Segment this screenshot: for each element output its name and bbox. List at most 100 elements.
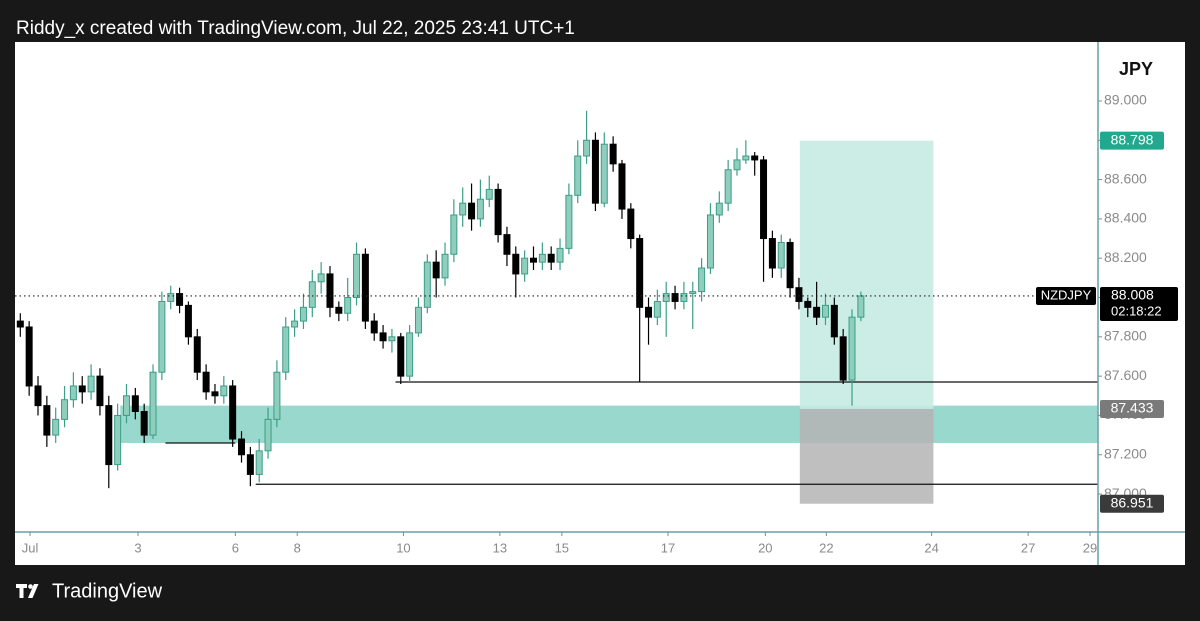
candle-body bbox=[167, 293, 175, 302]
candle-body bbox=[246, 454, 254, 475]
candle-body bbox=[131, 395, 139, 413]
candle-body bbox=[273, 371, 281, 420]
candle-body bbox=[459, 202, 467, 216]
candle-body bbox=[441, 253, 449, 279]
y-tick-label: 88.600 bbox=[1104, 170, 1147, 186]
last-price-box bbox=[1100, 286, 1178, 321]
candle-body bbox=[202, 371, 210, 393]
candle-body bbox=[795, 287, 803, 302]
candle-body bbox=[96, 375, 104, 407]
stop-label: 86.951 bbox=[1111, 494, 1154, 510]
x-tick-label: 29 bbox=[1083, 540, 1097, 555]
candle-body bbox=[43, 405, 51, 436]
entry-box bbox=[1100, 399, 1164, 418]
candle-body bbox=[229, 385, 237, 440]
candle-body bbox=[804, 300, 812, 308]
candle-body bbox=[353, 253, 361, 299]
candle-body bbox=[335, 306, 343, 314]
candle-body bbox=[211, 391, 219, 397]
candle-body bbox=[326, 273, 334, 308]
candle-body bbox=[255, 450, 263, 475]
x-tick-label: 20 bbox=[758, 540, 772, 555]
candle-body bbox=[176, 293, 184, 306]
candle-body bbox=[715, 202, 723, 216]
candle-body bbox=[122, 395, 130, 416]
candle-body bbox=[813, 306, 821, 318]
candle-body bbox=[821, 304, 829, 318]
candle-body bbox=[848, 316, 856, 381]
plot bbox=[16, 110, 1098, 504]
candle-body bbox=[618, 163, 626, 210]
candle-body bbox=[344, 297, 352, 314]
candle-body bbox=[308, 281, 316, 308]
y-tick-label: 87.800 bbox=[1104, 328, 1147, 344]
profit-area bbox=[799, 140, 934, 409]
candle-body bbox=[786, 241, 794, 289]
candle-body bbox=[291, 320, 299, 328]
x-tick-label: 24 bbox=[924, 540, 938, 555]
candle-body bbox=[87, 375, 95, 393]
candle-body bbox=[317, 273, 325, 283]
candle-body bbox=[777, 241, 785, 269]
countdown: 02:18:22 bbox=[1111, 303, 1162, 318]
candle-body bbox=[689, 291, 697, 295]
candle-body bbox=[636, 238, 644, 308]
candle-body bbox=[760, 159, 768, 240]
candle-body bbox=[583, 139, 591, 157]
candle-body bbox=[220, 385, 228, 397]
candle-body bbox=[25, 326, 33, 387]
candle-body bbox=[193, 336, 201, 373]
zone bbox=[120, 405, 1098, 443]
candle-body bbox=[839, 336, 847, 381]
candle-body bbox=[857, 295, 865, 318]
logo-dot bbox=[28, 584, 33, 589]
candle-body bbox=[238, 438, 246, 456]
candle-body bbox=[706, 214, 714, 269]
footer-logo: TradingView bbox=[16, 580, 163, 602]
x-tick-label: 27 bbox=[1021, 540, 1035, 555]
candle-body bbox=[468, 202, 476, 220]
loss-area bbox=[799, 408, 934, 504]
candle-body bbox=[538, 253, 546, 263]
x-tick-label: 13 bbox=[493, 540, 507, 555]
candle-body bbox=[423, 261, 431, 308]
candle-body bbox=[742, 155, 750, 161]
candle-body bbox=[78, 385, 86, 393]
candle-body bbox=[149, 371, 157, 436]
candle-body bbox=[830, 304, 838, 338]
candle-body bbox=[494, 188, 502, 236]
candle-body bbox=[299, 306, 307, 322]
candle-body bbox=[414, 306, 422, 334]
candle-body bbox=[503, 234, 511, 255]
candle-body bbox=[600, 143, 608, 204]
x-tick-label: 8 bbox=[294, 540, 301, 555]
candle-body bbox=[662, 293, 670, 302]
candle-body bbox=[52, 418, 60, 436]
candle-body bbox=[574, 155, 582, 196]
candle-body bbox=[105, 405, 113, 466]
candle-body bbox=[547, 253, 555, 263]
candle-body bbox=[529, 257, 537, 263]
candle-body bbox=[512, 253, 520, 275]
candle-body bbox=[158, 300, 166, 373]
candle-body bbox=[521, 257, 529, 275]
x-tick-label: 15 bbox=[555, 540, 569, 555]
entry-label: 87.433 bbox=[1111, 400, 1154, 416]
candle-body bbox=[680, 293, 688, 302]
candle-body bbox=[450, 214, 458, 255]
footer-text: TradingView bbox=[52, 580, 163, 602]
x-tick-label: 17 bbox=[661, 540, 675, 555]
candle-body bbox=[388, 336, 396, 342]
candle-body bbox=[768, 238, 776, 269]
candle-body bbox=[645, 306, 653, 318]
candle-body bbox=[61, 399, 69, 420]
symbol-label: NZDJPY bbox=[1041, 287, 1092, 302]
candle-body bbox=[264, 418, 272, 452]
candle-body bbox=[733, 159, 741, 171]
header: Riddy_x created with TradingView.com, Ju… bbox=[16, 18, 575, 39]
y-tick-label: 87.600 bbox=[1104, 367, 1147, 383]
target-label: 88.798 bbox=[1111, 131, 1154, 147]
x-tick-label: 10 bbox=[396, 540, 410, 555]
